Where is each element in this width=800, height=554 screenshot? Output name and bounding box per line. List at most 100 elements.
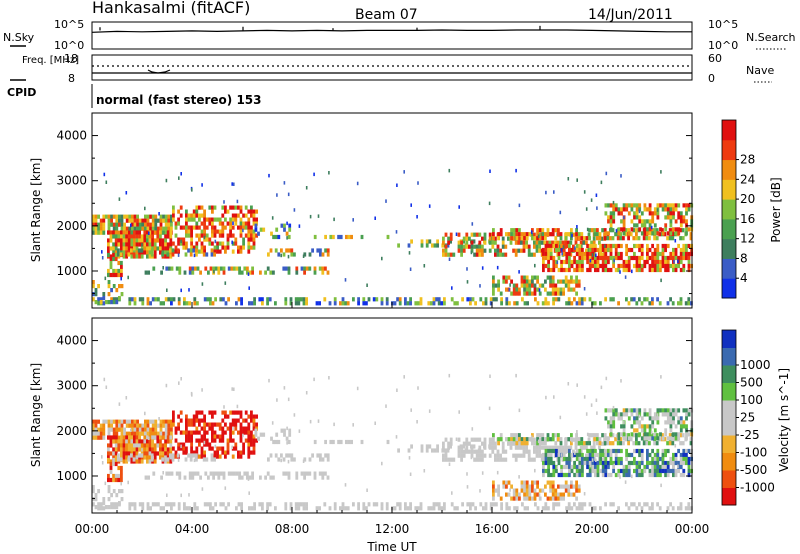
velocity-cell: [217, 475, 221, 480]
power-cell: [333, 301, 337, 306]
x-tick-label: 12:00: [375, 522, 410, 536]
power-cell: [612, 263, 615, 269]
power-cell: [339, 234, 343, 240]
power-cell: [130, 254, 134, 259]
power-cell: [159, 226, 163, 231]
velocity-cell: [115, 419, 119, 424]
velocity-cell: [465, 437, 469, 442]
velocity-cell: [546, 433, 550, 438]
power-cell: [94, 288, 98, 293]
velocity-cell: [622, 428, 626, 433]
power-cell: [622, 231, 626, 236]
power-cell: [344, 278, 347, 282]
power-cell: [577, 236, 581, 241]
velocity-cell: [441, 448, 445, 453]
velocity-cell: [590, 433, 594, 438]
power-cell: [559, 236, 563, 241]
power-cell: [289, 301, 293, 306]
velocity-cell: [135, 435, 139, 440]
velocity-cell: [515, 506, 519, 511]
power-cell: [648, 219, 652, 224]
velocity-cell: [442, 457, 445, 462]
velocity-cell: [586, 460, 589, 466]
power-cell: [638, 267, 641, 273]
velocity-cell: [166, 439, 170, 444]
velocity-cell: [120, 447, 123, 452]
velocity-cell: [205, 457, 209, 462]
power-cell: [593, 232, 597, 237]
velocity-cell: [685, 460, 688, 466]
power-cell: [187, 248, 190, 253]
velocity-cell: [398, 502, 402, 507]
velocity-cell: [398, 506, 402, 511]
velocity-cell: [507, 480, 511, 485]
velocity-cell: [200, 450, 204, 455]
velocity-cell: [352, 423, 354, 427]
power-cell: [488, 236, 492, 241]
power-cell: [120, 260, 123, 266]
velocity-cell: [674, 408, 678, 413]
power-cell: [627, 263, 631, 269]
power-cell: [623, 215, 625, 220]
velocity-cell: [133, 506, 137, 511]
power-cell: [133, 230, 136, 235]
velocity-cell: [159, 455, 162, 460]
power-cell: [567, 177, 570, 181]
velocity-cell: [565, 448, 569, 454]
velocity-cell: [607, 436, 610, 441]
velocity-cell: [604, 502, 607, 507]
velocity-cell: [196, 506, 199, 511]
velocity-cell: [544, 502, 548, 507]
power-cell: [565, 301, 568, 306]
velocity-cell: [102, 423, 106, 428]
velocity-cell: [552, 468, 556, 474]
power-cell: [551, 283, 555, 288]
colorbar-tick-label: -1000: [740, 481, 775, 495]
velocity-cell: [687, 464, 691, 470]
velocity-cell: [211, 438, 214, 443]
power-cell: [436, 243, 439, 248]
velocity-cell: [244, 426, 248, 431]
velocity-cell: [551, 496, 555, 501]
power-cell: [651, 297, 654, 302]
power-cell: [646, 227, 649, 232]
power-cell: [367, 297, 371, 302]
velocity-cell: [551, 445, 554, 450]
power-cell: [170, 218, 173, 223]
velocity-cell: [318, 471, 322, 476]
velocity-cell: [646, 452, 649, 458]
power-cell: [107, 280, 111, 285]
velocity-cell: [478, 449, 482, 454]
power-cell: [552, 243, 556, 249]
power-cell: [156, 238, 160, 243]
power-cell: [679, 251, 683, 257]
velocity-cell: [123, 427, 126, 432]
velocity-cell: [643, 464, 647, 470]
velocity-cell: [208, 446, 212, 451]
velocity-cell: [105, 505, 108, 510]
power-cell: [514, 252, 518, 257]
velocity-cell: [303, 457, 307, 462]
velocity-cell: [656, 408, 660, 413]
velocity-cell: [159, 431, 163, 436]
power-cell: [226, 221, 230, 226]
velocity-cell: [167, 419, 171, 424]
power-cell: [620, 211, 623, 216]
power-cell: [393, 301, 397, 306]
power-cell: [437, 297, 441, 302]
power-cell: [533, 232, 536, 237]
velocity-cell: [542, 460, 545, 466]
power-cell: [396, 297, 399, 302]
power-cell: [677, 259, 679, 264]
velocity-cell: [187, 438, 191, 443]
power-cell: [159, 218, 163, 223]
velocity-cell: [408, 456, 411, 460]
power-cell: [575, 283, 578, 288]
velocity-cell: [410, 444, 413, 449]
velocity-cell: [551, 492, 555, 497]
velocity-cell: [544, 437, 547, 442]
power-cell: [234, 237, 238, 242]
power-cell: [431, 243, 434, 248]
power-cell: [677, 263, 680, 269]
velocity-cell: [242, 446, 245, 451]
